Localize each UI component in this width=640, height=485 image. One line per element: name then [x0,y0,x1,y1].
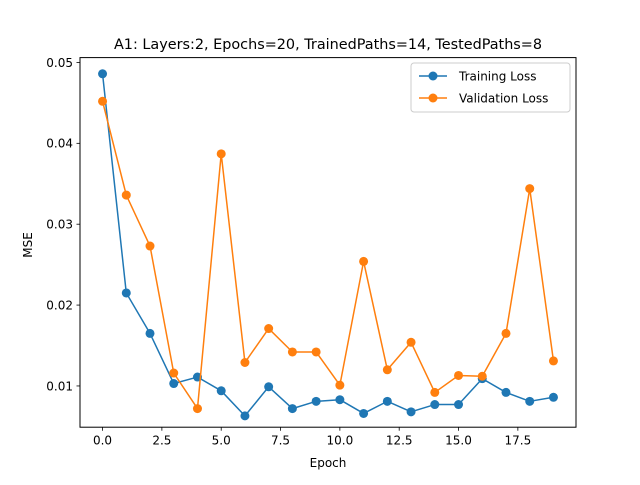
legend-frame [410,62,571,113]
validation-loss-point [525,184,535,194]
validation-loss-point [169,368,179,378]
training-loss-point [216,386,226,396]
training-loss-point [525,396,535,406]
y-tick-label: 0.03 [46,218,73,232]
validation-loss-point [477,371,487,381]
y-tick-label: 0.01 [46,379,73,393]
training-loss-line [101,73,554,417]
legend-validation-marker [428,93,438,103]
y-tick-label: 0.05 [46,56,73,70]
training-loss-point [382,396,392,406]
validation-loss-point [240,357,250,367]
plot-frame [79,57,577,428]
x-tick-label: 17.5 [504,434,531,448]
chart-title: A1: Layers:2, Epochs=20, TrainedPaths=14… [114,37,542,53]
validation-loss-line [101,101,555,410]
x-tick-label: 10.0 [327,434,354,448]
validation-loss-point [216,149,226,159]
training-loss-point [169,379,179,389]
legend: Training Loss Validation Loss [410,62,571,113]
training-loss-point [406,407,416,417]
validation-loss-point [406,337,416,347]
validation-loss-point [430,387,440,397]
training-loss-point [98,69,108,79]
y-axis-label: MSE [21,232,35,258]
legend-validation-label: Validation Loss [459,92,548,106]
x-axis-ticks: 0.0 2.5 5.0 7.5 10.0 12.5 15.0 17.5 [93,427,531,448]
training-loss-point [359,408,369,418]
x-tick-label: 0.0 [93,434,112,448]
training-loss-point [335,395,345,405]
training-loss-point [121,288,131,298]
x-axis-label: Epoch [310,456,347,470]
x-tick-label: 12.5 [386,434,413,448]
validation-loss-point [192,404,202,414]
training-loss-point [454,400,464,410]
validation-loss-point [264,324,274,334]
validation-loss-point [548,356,558,366]
training-loss-point [287,404,297,414]
validation-loss-point [501,328,511,338]
training-loss-point [548,392,558,402]
validation-loss-point [335,380,345,390]
legend-training-label: Training Loss [458,70,536,84]
series-layer [98,69,558,421]
y-axis-ticks: 0.01 0.02 0.03 0.04 0.05 [46,56,80,393]
training-loss-point [240,411,250,421]
training-loss-point [311,396,321,406]
validation-loss-point [311,347,321,357]
x-tick-label: 7.5 [271,434,290,448]
training-loss-point [501,387,511,397]
x-tick-label: 15.0 [445,434,472,448]
validation-loss-point [454,370,464,380]
validation-loss-point [98,96,108,106]
validation-loss-point [382,365,392,375]
training-loss-point [264,382,274,392]
x-tick-label: 5.0 [212,434,231,448]
legend-training-marker [428,71,438,81]
training-loss-point [430,400,440,410]
validation-loss-point [287,347,297,357]
y-tick-label: 0.02 [46,298,73,312]
y-tick-label: 0.04 [46,137,73,151]
validation-loss-point [145,241,155,251]
validation-loss-point [121,190,131,200]
training-loss-point [145,328,155,338]
validation-loss-point [359,256,369,266]
x-tick-label: 2.5 [152,434,171,448]
